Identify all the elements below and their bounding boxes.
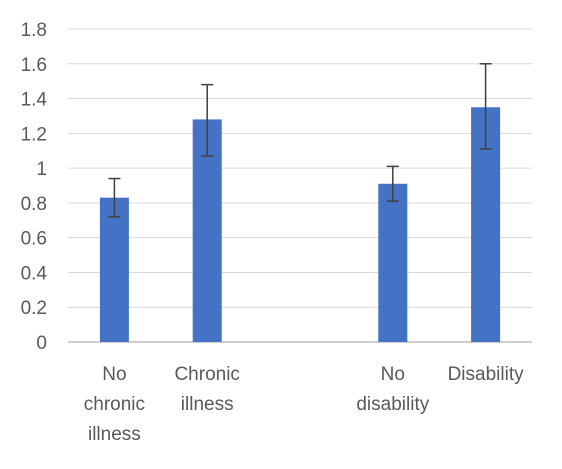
y-tick-label: 1 <box>36 159 47 180</box>
y-tick-label: 0.6 <box>21 229 47 250</box>
y-tick-label: 1.8 <box>21 20 47 41</box>
bar <box>378 183 408 342</box>
x-category-label-line: illness <box>88 424 141 445</box>
y-tick-label: 1.6 <box>21 55 47 76</box>
gridlines <box>68 28 532 308</box>
x-category-label-line: Chronic <box>174 364 239 385</box>
y-tick-label: 0 <box>36 333 47 354</box>
y-axis-tick-labels: 0 0.2 0.4 0.6 0.8 1 1.2 1.4 1.6 1.8 <box>21 20 48 354</box>
x-axis-category-labels: No chronic illness Chronic illness No disabili… <box>84 364 524 445</box>
y-tick-label: 1.2 <box>21 124 47 145</box>
x-category-label-line: Disability <box>448 364 525 385</box>
y-tick-label: 0.2 <box>21 298 47 319</box>
y-tick-label: 0.8 <box>21 194 47 215</box>
x-category-label: No disability <box>356 364 429 415</box>
error-bars <box>108 63 492 218</box>
x-category-label: Disability <box>448 364 525 385</box>
y-tick-label: 0.4 <box>21 263 48 284</box>
x-category-label-line: chronic <box>84 394 145 415</box>
x-category-label-line: No <box>381 364 405 385</box>
bar <box>99 197 129 342</box>
x-category-label-line: No <box>102 364 126 385</box>
y-tick-label: 1.4 <box>21 90 48 111</box>
x-category-label-line: disability <box>356 394 429 415</box>
x-category-label: No chronic illness <box>84 364 145 445</box>
x-category-label-line: illness <box>181 394 234 415</box>
x-category-label: Chronic illness <box>174 364 239 415</box>
